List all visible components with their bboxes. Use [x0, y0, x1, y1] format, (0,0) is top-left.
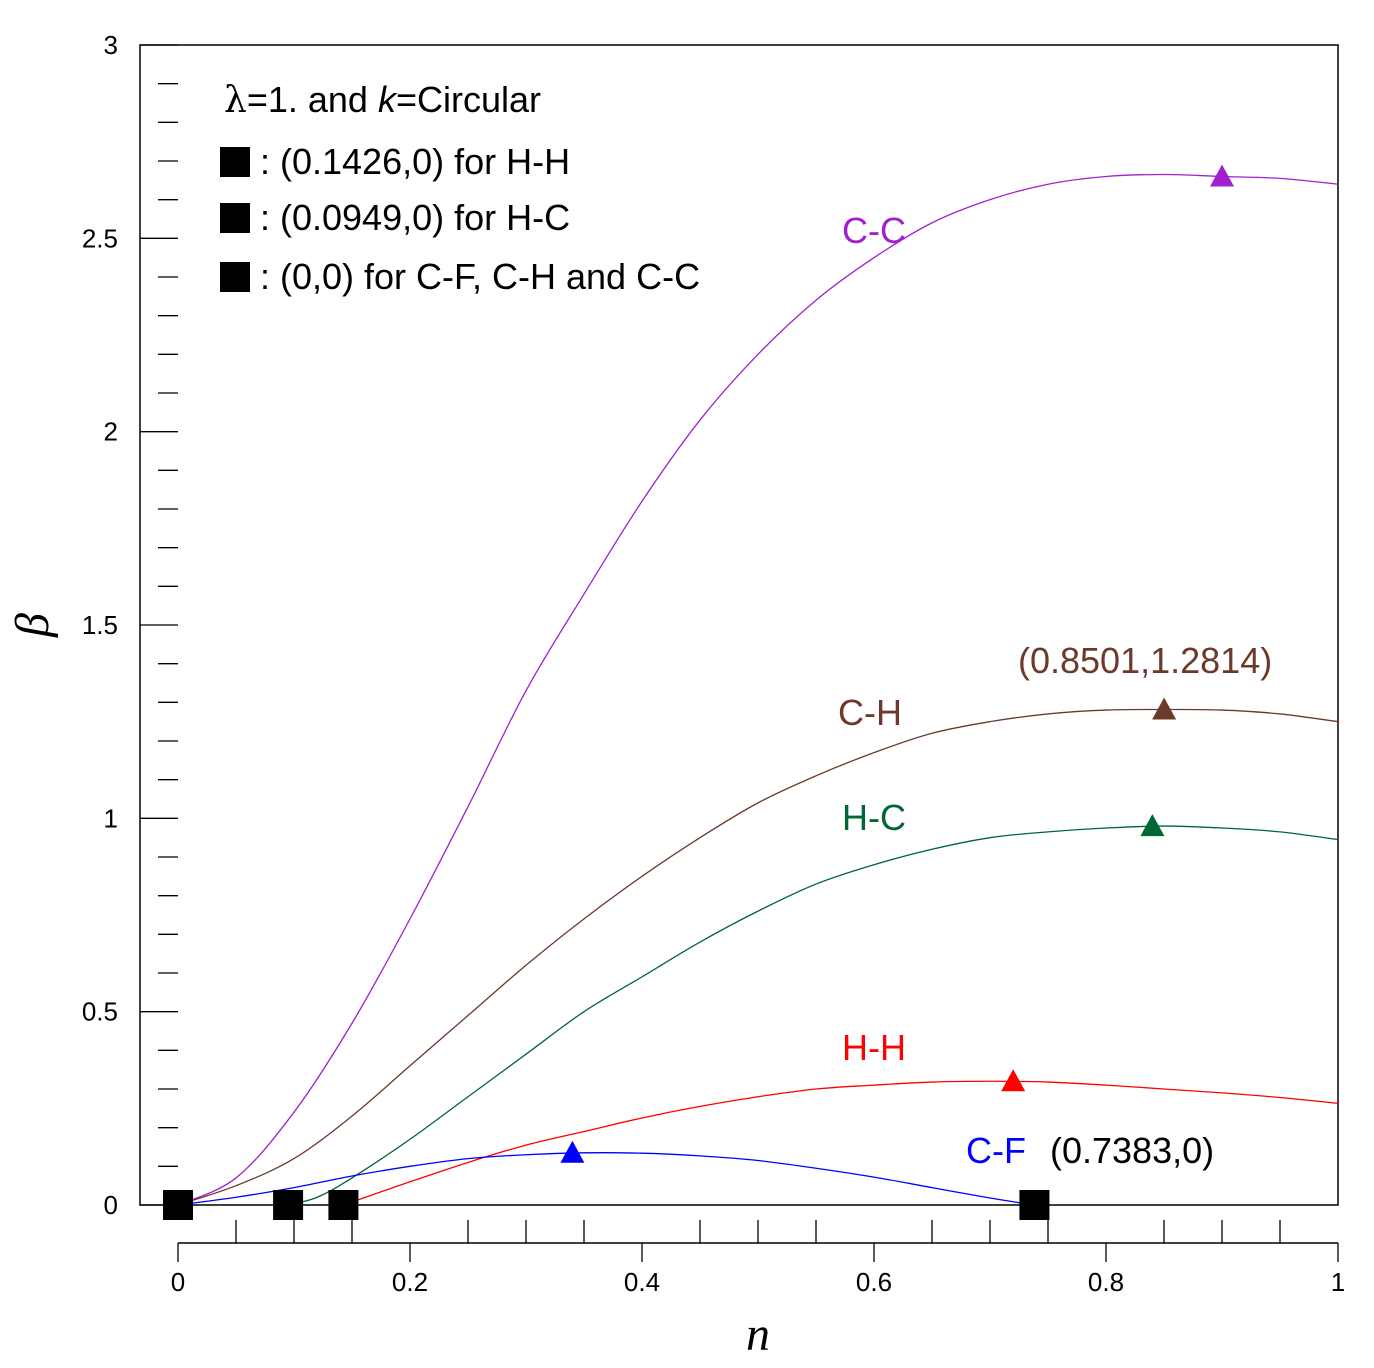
- annotation-c-f-zero: (0.7383,0): [1050, 1130, 1214, 1171]
- legend-entry-1: : (0.1426,0) for H-H: [260, 141, 570, 182]
- series-line-h-h: [343, 1080, 1339, 1206]
- curve-label-c-h: C-H: [838, 692, 902, 733]
- legend-title-rest: =Circular: [396, 79, 541, 120]
- legend-square-3: [220, 262, 250, 292]
- legend-entry-3: : (0,0) for C-F, C-H and C-C: [260, 256, 700, 297]
- x-ticks: 0 0.2 0.4 0.6 0.8 1: [171, 1220, 1345, 1297]
- legend: λ=1. and k=Circular : (0.1426,0) for H-H…: [220, 79, 700, 297]
- y-tick-label: 1: [104, 803, 118, 833]
- zero-marker: [273, 1190, 304, 1220]
- x-tick-label: 0.2: [392, 1267, 428, 1297]
- peak-marker-c-h: [1152, 697, 1177, 720]
- y-tick-label: 1.5: [82, 610, 118, 640]
- series-line-c-c: [177, 173, 1339, 1206]
- legend-square-1: [220, 147, 250, 177]
- peak-marker-h-h: [1001, 1069, 1026, 1092]
- legend-title: λ=1. and k=Circular: [224, 79, 541, 121]
- zero-marker: [1019, 1190, 1050, 1220]
- zero-marker: [328, 1190, 359, 1220]
- curve-label-c-f: C-F: [966, 1130, 1026, 1171]
- curve-label-h-h: H-H: [842, 1027, 906, 1068]
- series-line-c-h: [177, 708, 1339, 1206]
- legend-title-lambda: λ: [224, 80, 247, 121]
- x-tick-label: 0.8: [1088, 1267, 1124, 1297]
- x-tick-label: 0.4: [624, 1267, 660, 1297]
- markers: [163, 164, 1234, 1220]
- x-tick-label: 0: [171, 1267, 185, 1297]
- annotation-c-h-peak: (0.8501,1.2814): [1018, 640, 1272, 681]
- curve-label-h-c: H-C: [842, 797, 906, 838]
- y-tick-label: 2: [104, 417, 118, 447]
- x-axis-title: n: [746, 1308, 770, 1361]
- curves: [177, 173, 1339, 1206]
- y-tick-label: 0.5: [82, 997, 118, 1027]
- x-tick-label: 0.6: [856, 1267, 892, 1297]
- curve-label-c-c: C-C: [842, 210, 906, 251]
- x-tick-label: 1: [1331, 1267, 1345, 1297]
- peak-marker-h-c: [1140, 814, 1165, 837]
- legend-title-eq: =1. and: [247, 79, 378, 120]
- legend-square-2: [220, 203, 250, 233]
- legend-entry-2: : (0.0949,0) for H-C: [260, 197, 570, 238]
- y-tick-label: 2.5: [82, 223, 118, 253]
- y-ticks: 0 0.5 1 1.5 2 2.5 3: [82, 30, 178, 1220]
- peak-marker-c-f: [560, 1140, 585, 1163]
- zero-marker: [163, 1190, 193, 1220]
- peak-marker-c-c: [1210, 164, 1234, 187]
- legend-title-k: k: [378, 79, 398, 120]
- y-tick-label: 3: [104, 30, 118, 60]
- y-axis-title: β: [6, 613, 59, 638]
- y-tick-label: 0: [104, 1190, 118, 1220]
- series-line-c-f: [177, 1152, 1035, 1206]
